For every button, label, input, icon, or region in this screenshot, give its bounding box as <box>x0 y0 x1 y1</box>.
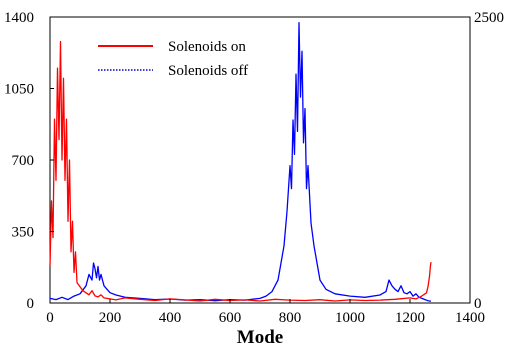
x-axis-title: Mode <box>237 327 283 345</box>
x-tick-label: 0 <box>46 310 54 326</box>
x-tick-label: 1000 <box>335 310 365 326</box>
series-layer <box>49 22 432 302</box>
y-tick-label: 1050 <box>4 82 34 98</box>
y-tick-label: 700 <box>12 153 35 169</box>
legend: Solenoids on Solenoids off <box>98 39 248 79</box>
axes-layer: 0 200 400 600 800 1000 1200 1400035070010501400… <box>4 10 504 326</box>
x-tick-label: 800 <box>279 310 302 326</box>
x-tick-label: 600 <box>219 310 242 326</box>
y-tick-label: 1400 <box>4 10 34 26</box>
y-tick-label: 0 <box>27 296 35 312</box>
plot-area-frame <box>49 16 471 304</box>
y-right-tick-label: 2500 <box>474 10 504 26</box>
x-tick-label: 1400 <box>455 310 485 326</box>
y-tick-label: 350 <box>12 225 35 241</box>
x-tick-label: 200 <box>99 310 122 326</box>
legend-label-solenoids-off: Solenoids off <box>168 63 248 79</box>
series-line-solenoids-on <box>49 40 432 302</box>
y-right-tick-label: 0 <box>474 296 482 312</box>
legend-label-solenoids-on: Solenoids on <box>168 39 246 55</box>
x-tick-label: 1200 <box>395 310 425 326</box>
series-line-solenoids-off <box>49 22 432 302</box>
x-tick-label: 400 <box>159 310 182 326</box>
